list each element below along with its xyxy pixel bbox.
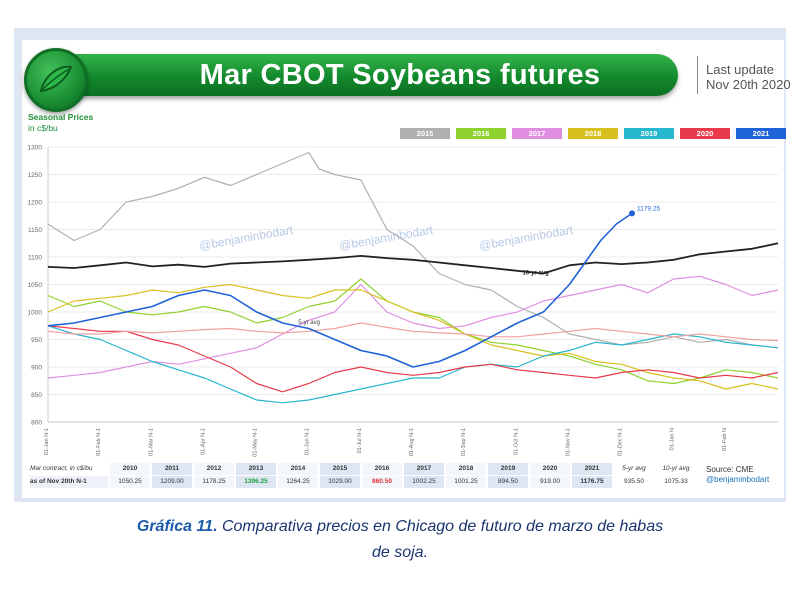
legend-item-2021: 2021 [736,128,786,139]
caption-text: Comparativa precios en Chicago de futuro… [217,518,664,535]
x-tick-label: 01-Nov N-1 [565,428,571,456]
table-year-header: 2010 [110,463,150,475]
x-tick-label: 01-Jul N-1 [357,428,363,453]
table-header-label: Mar contract, in c$/bu [30,465,93,472]
x-tick-label: 01-Feb N-1 [96,428,102,456]
y-tick-label: 900 [31,365,42,372]
table-year-header: 2017 [404,463,444,475]
x-tick-label: 01-Jun N-1 [305,428,311,455]
table-value-cell: 1050.25 [110,476,150,488]
x-tick-label: 01-Jan N [670,428,676,450]
legend-item-2015: 2015 [400,128,450,139]
y-tick-label: 1250 [28,172,43,179]
table-value-cell: 1075.33 [664,478,688,485]
x-tick-label: 01-Jan N-1 [44,428,50,455]
table-value-cell: 1264.25 [278,476,318,488]
table-value-cell: 1001.25 [446,476,486,488]
table-year-header: 2016 [362,463,402,475]
caption-label: Gráfica 11. [136,518,218,535]
watermark: @benjaminbodart [198,223,295,253]
table-value-cell: 894.50 [488,476,528,488]
table-year-header: 10-yr avg [662,465,690,472]
data-table: Mar contract, in c$/bu as of Nov 20th N-1… [30,462,700,488]
x-tick-label: 01-Oct N-1 [513,428,519,455]
annotation-10yr: 10-yr avg [523,271,550,277]
table-value-cell: 860.50 [362,476,402,488]
y-tick-label: 1300 [28,145,43,152]
series-line-2020 [47,325,779,393]
table-year-header: 2019 [488,463,528,475]
soybean-logo-icon [24,48,88,112]
chart-units: in c$/bu [28,123,58,133]
chart-title: Mar CBOT Soybeans futures [199,59,601,91]
x-tick-label: 01-Apr N-1 [200,428,206,455]
table-value-cell: 935.50 [624,478,644,485]
table-value-cell: 1002.25 [404,476,444,488]
table-row-label: as of Nov 20th N-1 [30,476,108,488]
figure-caption: Gráfica 11. Comparativa precios en Chica… [0,514,800,566]
table-value-cell: 919.00 [530,476,570,488]
y-tick-label: 1100 [28,255,42,262]
series-line-2017 [47,275,779,379]
last-point-2021 [629,210,635,217]
y-tick-label: 1000 [28,310,43,317]
series-line-2015 [47,151,779,349]
table-year-header: 2012 [194,463,234,475]
annotation-5yr: 5-yr avg [298,320,320,326]
legend-item-2017: 2017 [512,128,562,139]
table-year-header: 2015 [320,463,360,475]
y-tick-label: 1050 [28,282,43,289]
x-tick-label: 01-May N-1 [253,428,259,457]
series-line-2018 [47,283,779,390]
series-line-5yr [47,322,779,342]
x-tick-label: 01-Dec N-1 [618,428,624,456]
series-line-10yr [47,242,779,275]
x-tick-label: 01-Sep N-1 [461,428,467,456]
chart-subtitle: Seasonal Prices [28,112,94,122]
table-value-cell: 1209.00 [152,476,192,488]
y-tick-label: 1150 [28,227,42,234]
y-tick-label: 950 [31,337,42,344]
title-banner: Mar CBOT Soybeans futures [40,54,678,96]
legend-item-2016: 2016 [456,128,506,139]
annotation-last-2021: 1179.25 [637,205,660,212]
table-year-header: 2018 [446,463,486,475]
y-tick-label: 850 [31,392,42,399]
legend-item-2018: 2018 [568,128,618,139]
table-value-cell: 1029.00 [320,476,360,488]
watermark: @benjaminbodart [338,223,435,253]
table-year-header: 2021 [572,463,612,475]
table-year-header: 2020 [530,463,570,475]
legend-item-2019: 2019 [624,128,674,139]
y-tick-label: 1200 [28,200,43,207]
last-update: Last update Nov 20th 2020 [706,62,791,92]
table-value-cell: 1176.75 [572,476,612,488]
x-tick-label: 01-Aug N-1 [409,428,415,456]
watermark: @benjaminbodart [478,223,575,253]
x-tick-label: 01-Feb N [722,428,728,451]
header-divider [697,56,698,94]
series-line-2019 [47,325,779,404]
y-tick-label: 800 [31,420,42,427]
series-line-2021 [47,212,633,368]
source-note: Source: CME @benjaminbodart [706,465,770,484]
table-value-cell: 1396.25 [236,476,276,488]
x-tick-label: 01-Mar N-1 [148,428,154,456]
table-year-header: 2013 [236,463,276,475]
table-value-cell: 1178.25 [194,476,234,488]
table-year-header: 5-yr avg [622,465,646,472]
table-year-header: 2014 [278,463,318,475]
caption-text-2: de soja. [371,544,429,561]
legend-item-2020: 2020 [680,128,730,139]
table-year-header: 2011 [152,463,192,475]
